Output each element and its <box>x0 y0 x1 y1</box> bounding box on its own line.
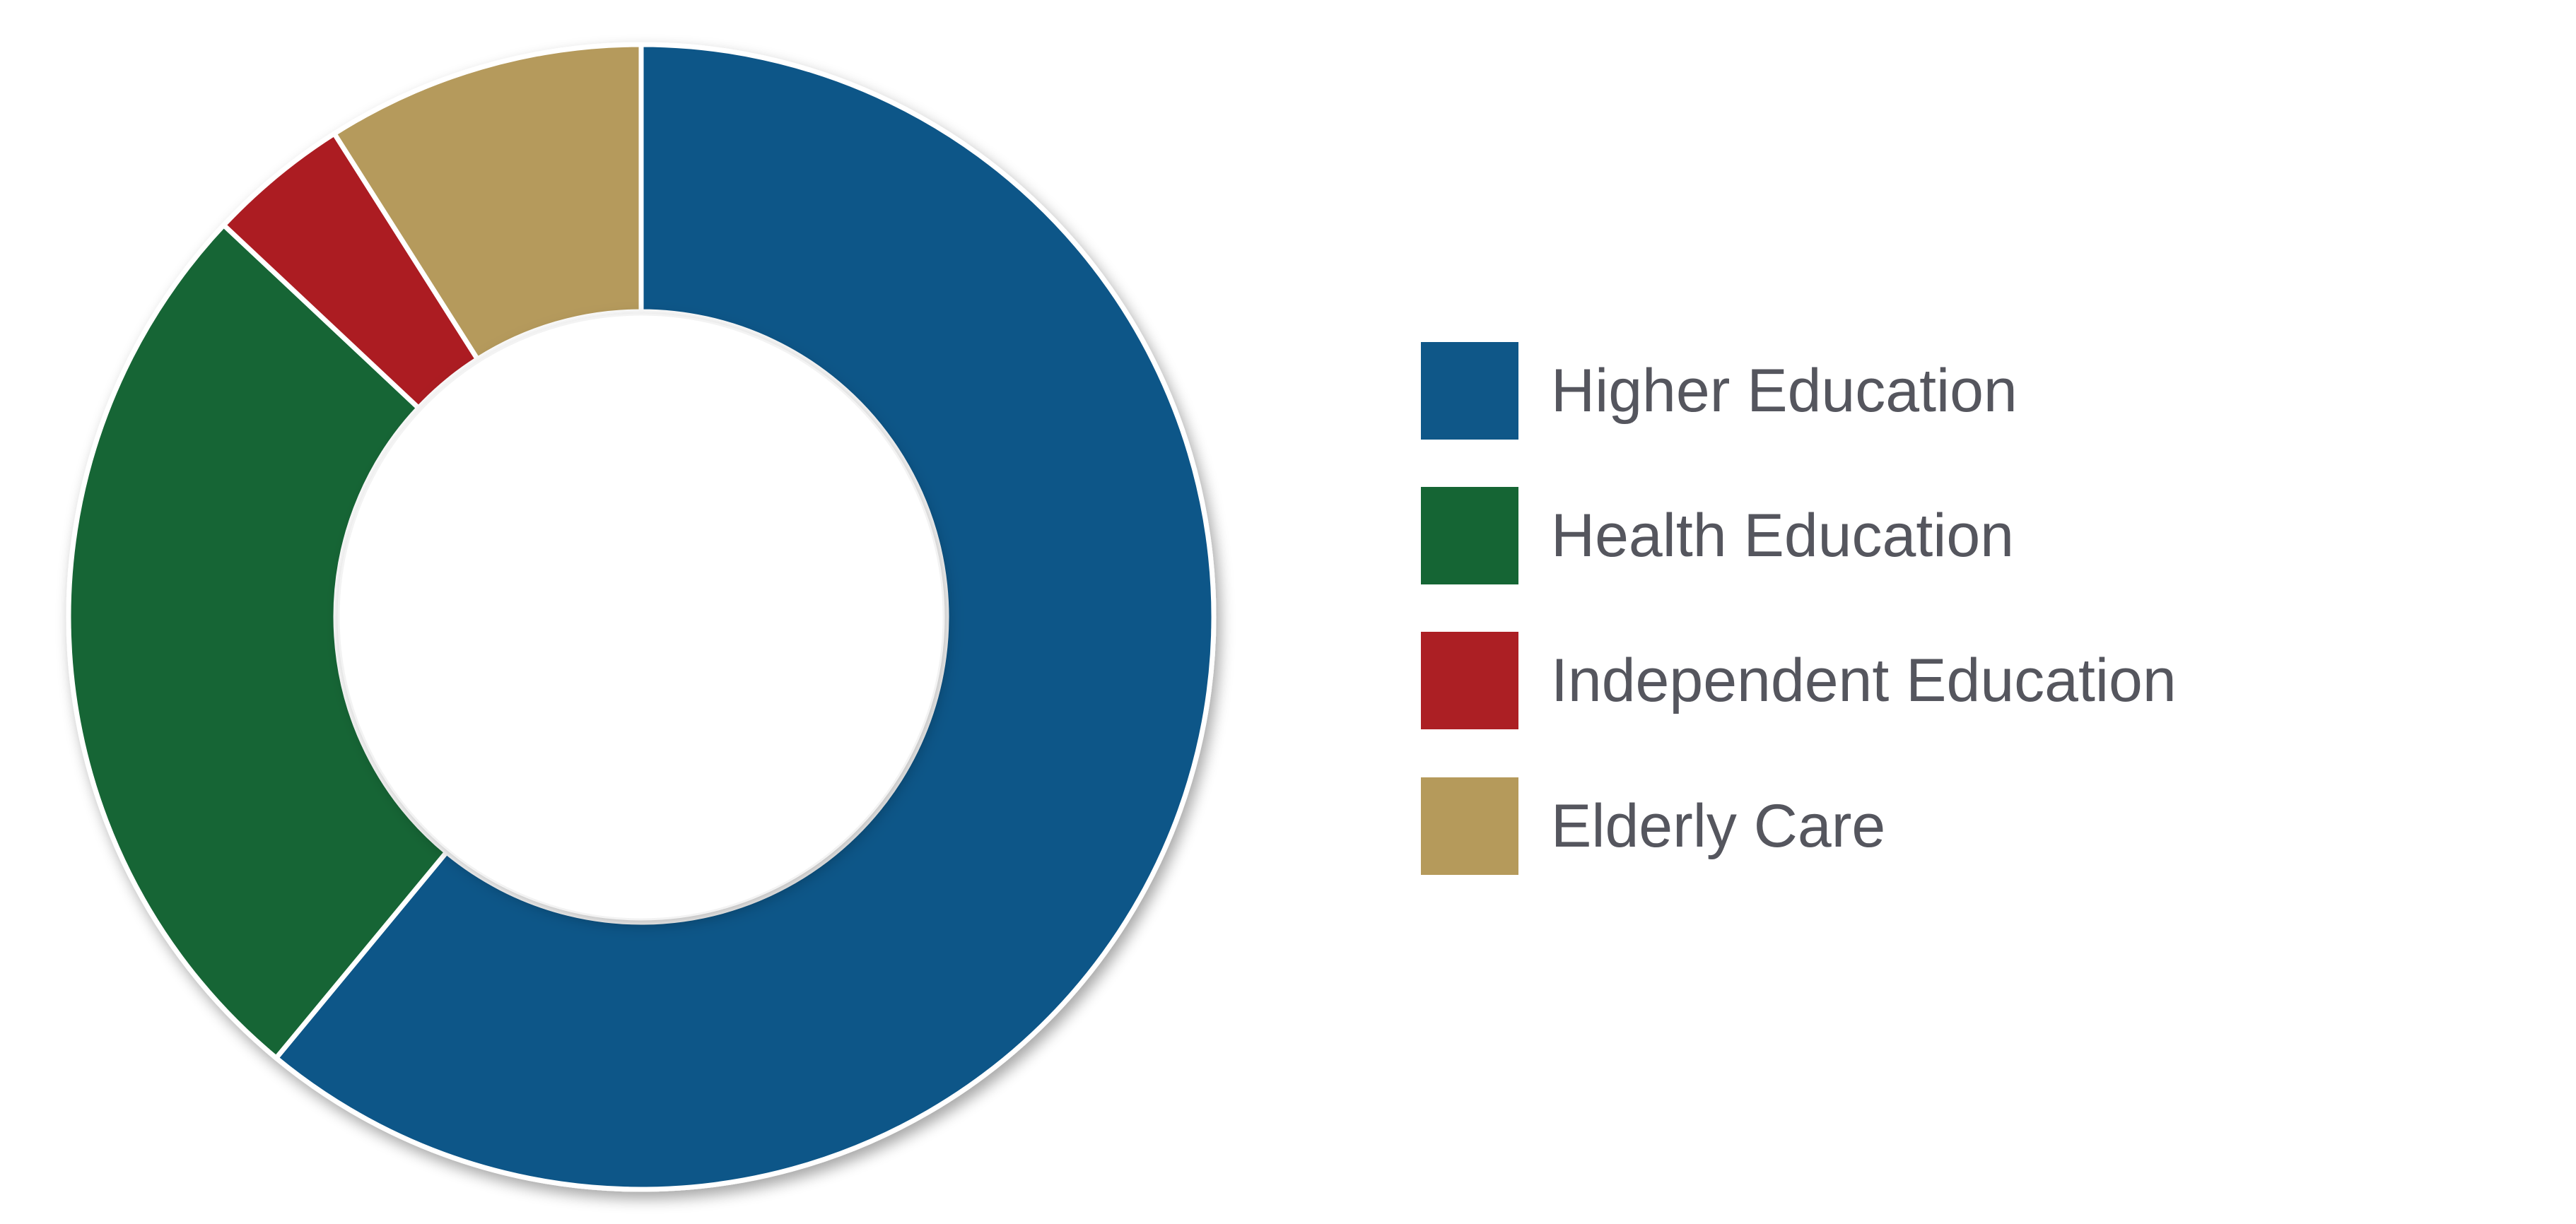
slice-higher-education <box>274 42 1217 1192</box>
legend-swatch-health-education <box>1421 487 1518 584</box>
legend-item-independent-education: Independent Education <box>1421 632 2481 731</box>
legend-swatch-elderly-care <box>1421 777 1518 875</box>
legend-item-elderly-care: Elderly Care <box>1421 777 2481 876</box>
legend-swatch-independent-education <box>1421 632 1518 729</box>
legend-item-health-education: Health Education <box>1421 487 2481 586</box>
slice-health-education <box>66 223 450 1061</box>
legend-label-elderly-care: Elderly Care <box>1551 792 1886 860</box>
donut-hole-fill <box>337 313 945 921</box>
slice-elderly-care <box>332 42 644 362</box>
legend-swatch-higher-education <box>1421 342 1518 440</box>
legend-item-higher-education: Higher Education <box>1421 342 2481 441</box>
legend-label-health-education: Health Education <box>1551 502 2014 570</box>
legend-label-higher-education: Higher Education <box>1551 357 2018 425</box>
donut-hole <box>337 313 945 922</box>
legend-label-independent-education: Independent Education <box>1551 647 2177 714</box>
slices <box>66 42 1217 1192</box>
